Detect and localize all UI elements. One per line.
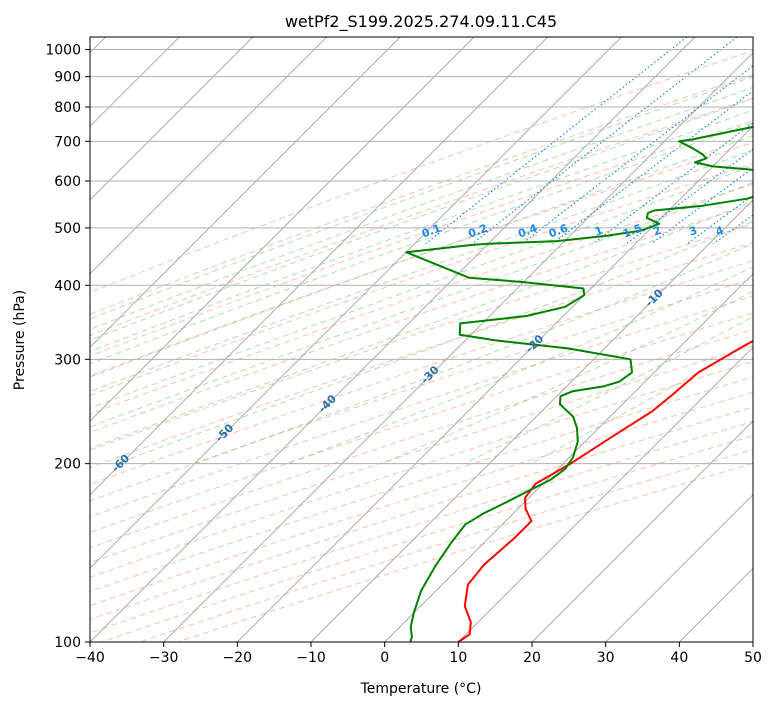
dry-adiabat	[90, 50, 753, 293]
x-tick-label: 10	[449, 650, 467, 666]
dry-adiabat	[90, 97, 753, 337]
skewed-isotherm	[310, 199, 753, 642]
dry-adiabat	[90, 391, 753, 607]
mixing-ratio-label: 1	[593, 224, 605, 239]
mixing-ratio-label: 0.4	[516, 222, 539, 241]
skewed-isotherm	[163, 51, 753, 642]
dry-adiabat	[90, 163, 753, 396]
moist-adiabat	[463, 316, 753, 465]
moist-adiabat	[381, 290, 753, 465]
y-tick-label: 700	[54, 134, 81, 150]
skewed-isotherm	[90, 37, 622, 570]
mixing-ratio-line	[425, 37, 688, 245]
moist-adiabat	[90, 164, 753, 409]
mixing-ratio-label: 4	[714, 224, 726, 239]
mixing-ratio-line	[521, 65, 753, 245]
dry-adiabat	[90, 74, 753, 315]
skewed-isotherm	[90, 37, 254, 201]
dry-adiabat	[90, 223, 753, 451]
y-tick-label: 100	[54, 635, 81, 651]
mixing-ratio-line	[471, 37, 738, 245]
x-tick-label: 40	[670, 650, 688, 666]
skewed-isotherm	[384, 272, 753, 642]
x-tick-label: −10	[296, 650, 326, 666]
y-axis-label: Pressure (hPa)	[12, 290, 28, 390]
x-axis-label: Temperature (°C)	[360, 681, 482, 697]
moist-adiabat	[90, 181, 753, 428]
y-tick-label: 300	[54, 352, 81, 368]
mixing-ratio-label: 2	[651, 224, 663, 239]
plot-area: -100-90-80-70-60-50-40-30-20-10010203040…	[90, 37, 753, 642]
x-tick-label: −20	[223, 650, 253, 666]
skewed-isotherm	[90, 37, 401, 349]
skewed-isotherm	[90, 37, 549, 496]
y-tick-label: 1000	[45, 43, 81, 59]
moist-adiabat	[90, 200, 753, 449]
y-tick-label: 400	[54, 278, 81, 294]
plot-frame	[89, 36, 754, 643]
y-tick-label: 500	[54, 221, 81, 237]
skewed-isotherm	[457, 346, 753, 642]
chart-title: wetPf2_S199.2025.274.09.11.C45	[285, 12, 557, 32]
dry-adiabat	[90, 312, 753, 534]
skewed-isotherm	[236, 125, 753, 642]
y-tick-label: 900	[54, 70, 81, 86]
skewed-isotherm	[90, 37, 328, 275]
axes: −40 −30 −20 −10 0 10 20 30 40 50 1000 900 800 700 600 5…	[45, 43, 762, 666]
mixing-ratio-label: 0.2	[467, 222, 490, 241]
skewed-isotherm	[531, 420, 753, 642]
mixing-ratio-label: 0.1	[420, 222, 443, 241]
mixing-ratio-label: 0.6	[547, 222, 570, 241]
skewed-isotherm	[90, 37, 696, 642]
mixing-ratio-label: 3	[687, 224, 699, 239]
y-tick-label: 600	[54, 174, 81, 190]
y-tick-label: 200	[54, 457, 81, 473]
dry-adiabat	[90, 361, 753, 578]
mixing-ratio-label: 1.5	[621, 222, 644, 241]
x-tick-label: 50	[744, 650, 762, 666]
moist-adiabat	[195, 242, 753, 465]
temperature-profile-line	[457, 339, 753, 642]
mixing-ratio-line	[592, 122, 753, 245]
x-tick-label: 0	[380, 650, 389, 666]
dry-adiabat	[90, 329, 753, 549]
dry-adiabat	[90, 142, 753, 377]
x-tick-label: −40	[75, 650, 105, 666]
skewed-isotherm	[605, 493, 753, 642]
x-tick-label: −30	[149, 650, 179, 666]
skewed-isotherm	[90, 37, 475, 422]
x-tick-label: 30	[597, 650, 615, 666]
dry-adiabat	[90, 278, 753, 502]
y-tick-label: 800	[54, 100, 81, 116]
dewpoint-profile-line	[405, 125, 753, 642]
x-tick-label: 20	[523, 650, 541, 666]
